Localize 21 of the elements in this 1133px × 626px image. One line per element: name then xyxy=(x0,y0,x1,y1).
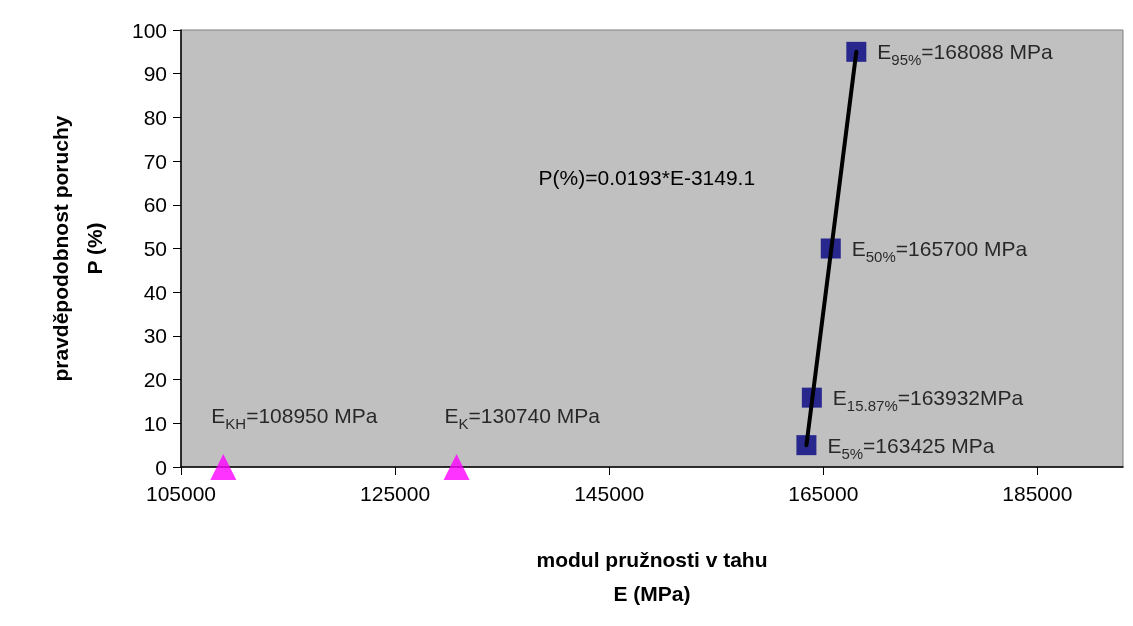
x-tick-label: 125000 xyxy=(360,482,431,505)
y-tick-label: 30 xyxy=(143,324,167,348)
y-tick-label: 70 xyxy=(143,149,167,173)
x-axis-title: modul pružnosti v tahu E (MPa) xyxy=(536,547,768,605)
y-tick-label: 100 xyxy=(131,18,167,42)
y-tick-label: 90 xyxy=(143,62,167,86)
x-tick-label: 165000 xyxy=(788,482,859,505)
y-tick-label: 0 xyxy=(155,455,167,479)
y-axis-title: pravděpodobnost poruchy P (%) xyxy=(48,115,106,382)
point xyxy=(210,454,237,480)
y-tick-label: 20 xyxy=(143,368,167,392)
x-tick-label: 105000 xyxy=(145,482,217,505)
y-tick-label: 60 xyxy=(143,193,167,217)
x-tick-label: 145000 xyxy=(574,482,645,505)
point xyxy=(443,454,470,480)
y-tick-label: 10 xyxy=(143,411,167,435)
annotation: P(%)=0.0193*E-3149.1 xyxy=(538,165,756,189)
y-tick-label: 50 xyxy=(143,237,167,260)
x-tick-label: 185000 xyxy=(1002,482,1073,505)
y-tick-label: 40 xyxy=(143,280,167,304)
y-tick-label: 80 xyxy=(143,105,167,129)
